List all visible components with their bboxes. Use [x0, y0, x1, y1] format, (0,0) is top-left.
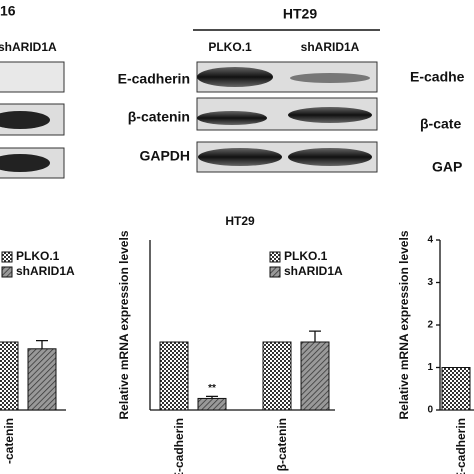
lane-label: shARID1A	[0, 40, 57, 54]
blot-title: 16	[0, 3, 16, 19]
x-tick-label: β-catenin	[275, 418, 289, 471]
error-bar	[36, 339, 48, 349]
y-tick-label: 4	[427, 235, 433, 246]
significance: **	[208, 383, 216, 394]
row-label: GAPDH	[139, 148, 190, 164]
bar	[441, 367, 471, 411]
legend-label: PLKO.1	[284, 249, 328, 263]
y-tick-label: 1	[427, 362, 433, 373]
legend-label: shARID1A	[284, 264, 343, 278]
legend-swatch	[1, 251, 13, 263]
bar	[0, 341, 19, 411]
blot-center	[196, 61, 378, 173]
x-tick-label: E-cadherin	[172, 418, 186, 474]
legend-swatch	[269, 266, 281, 278]
bar	[300, 341, 330, 411]
y-tick-label: 0	[427, 405, 433, 416]
bar	[197, 397, 227, 411]
row-label: E-cadherin	[118, 71, 190, 87]
row-label: β-catenin	[128, 109, 190, 125]
row-label: E-cadhe	[410, 69, 465, 85]
bar	[159, 341, 189, 411]
x-tick-label: -catenin	[2, 418, 16, 464]
chart-title: HT29	[225, 214, 255, 228]
row-label: β-cate	[420, 116, 461, 132]
legend-label: shARID1A	[16, 264, 75, 278]
row-label: GAP	[432, 159, 462, 175]
bar	[27, 348, 57, 411]
blot-title: HT29	[283, 6, 317, 22]
legend-swatch	[269, 251, 281, 263]
lane-label: PLKO.1	[208, 40, 252, 54]
lane-label: shARID1A	[301, 40, 360, 54]
bar	[262, 341, 292, 411]
y-axis-label: Relative mRNA expression levels	[397, 230, 411, 419]
error-bar	[206, 395, 218, 399]
y-tick-label: 2	[427, 320, 433, 331]
blot-left	[0, 61, 65, 179]
y-axis-label: Relative mRNA expression levels	[117, 230, 131, 419]
error-bar	[309, 330, 321, 342]
x-tick-label: E-cadherin	[454, 418, 468, 474]
y-tick-label: 3	[427, 277, 433, 288]
legend-label: PLKO.1	[16, 249, 60, 263]
legend-swatch	[1, 266, 13, 278]
